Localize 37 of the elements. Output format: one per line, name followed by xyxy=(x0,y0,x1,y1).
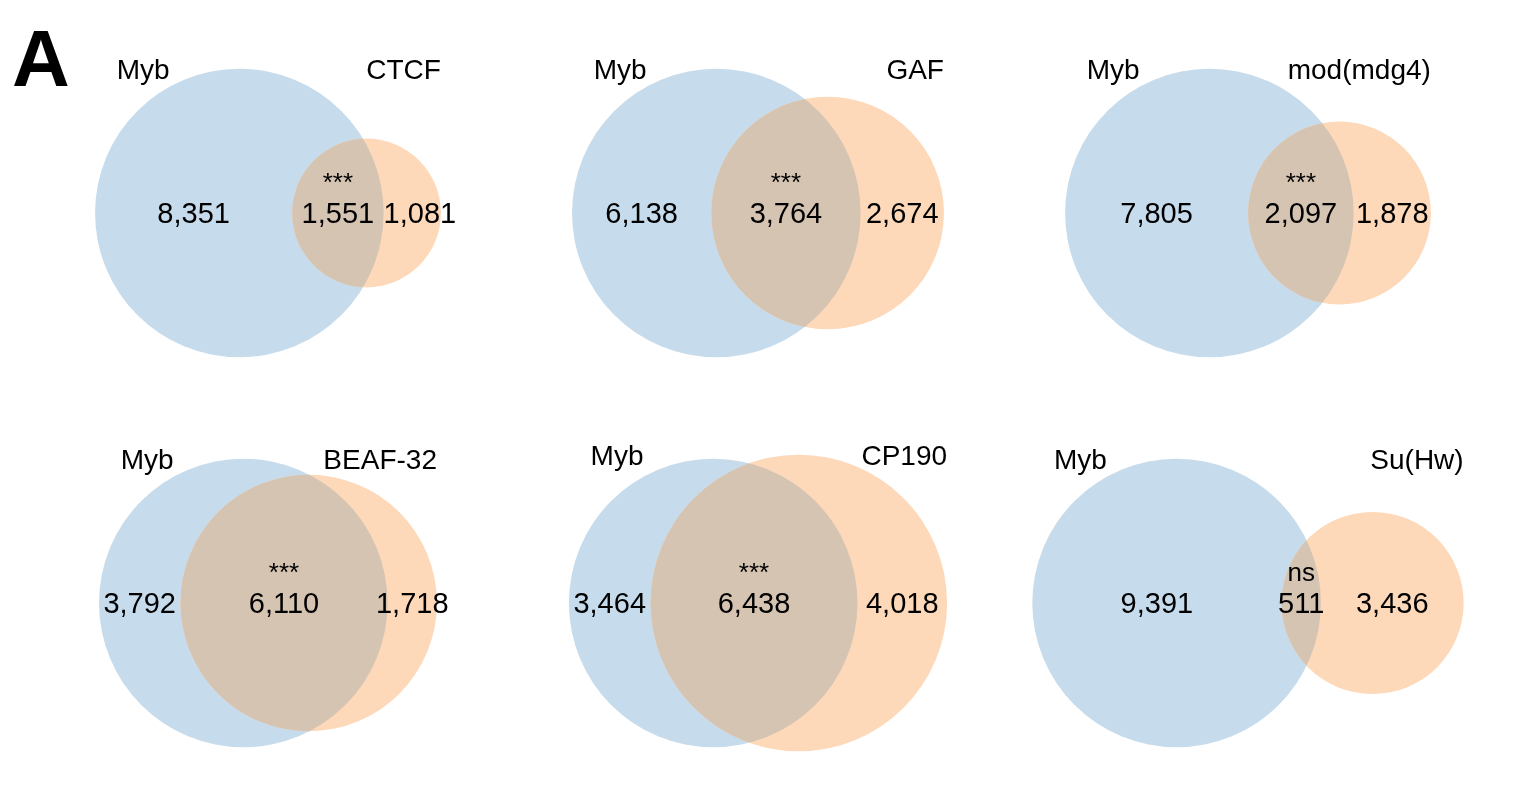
category-label: GAF xyxy=(886,53,944,85)
category-label: Myb xyxy=(1086,53,1140,85)
category-label: CTCF xyxy=(366,53,441,85)
data-label: 2,674 xyxy=(866,197,939,229)
data-label: 4,018 xyxy=(866,587,939,619)
text: ns xyxy=(1287,557,1315,587)
data-label: 6,438 xyxy=(717,587,791,619)
category-label: CP190 xyxy=(861,439,948,471)
data-label: 511 xyxy=(1278,587,1325,619)
text: *** xyxy=(268,557,300,587)
category-label: Myb xyxy=(1053,443,1107,475)
data-label: 1,878 xyxy=(1356,197,1429,229)
text: *** xyxy=(322,167,354,197)
data-label: 1,718 xyxy=(376,587,449,619)
data-label: 1,551 xyxy=(301,197,375,229)
data-label: 2,097 xyxy=(1264,197,1338,229)
data-label: 3,464 xyxy=(573,587,647,619)
text: *** xyxy=(770,167,802,197)
text: *** xyxy=(738,557,770,587)
data-label: 6,138 xyxy=(605,197,678,229)
text: A xyxy=(12,14,70,103)
data-label: 9,391 xyxy=(1120,587,1194,619)
data-label: 3,436 xyxy=(1356,587,1429,619)
data-label: 7,805 xyxy=(1120,197,1193,229)
text: *** xyxy=(1285,167,1317,197)
category-label: Myb xyxy=(590,439,644,471)
category-label: mod(mdg4) xyxy=(1287,53,1431,85)
category-label: Su(Hw) xyxy=(1370,443,1464,475)
data-label: 3,764 xyxy=(749,197,823,229)
data-label: 8,351 xyxy=(157,197,230,229)
data-label: 3,792 xyxy=(103,587,176,619)
data-label: 1,081 xyxy=(383,197,457,229)
data-label: 6,110 xyxy=(248,587,320,619)
category-label: Myb xyxy=(593,53,647,85)
category-label: BEAF-32 xyxy=(323,443,437,475)
category-label: Myb xyxy=(116,53,170,85)
category-label: Myb xyxy=(120,443,174,475)
